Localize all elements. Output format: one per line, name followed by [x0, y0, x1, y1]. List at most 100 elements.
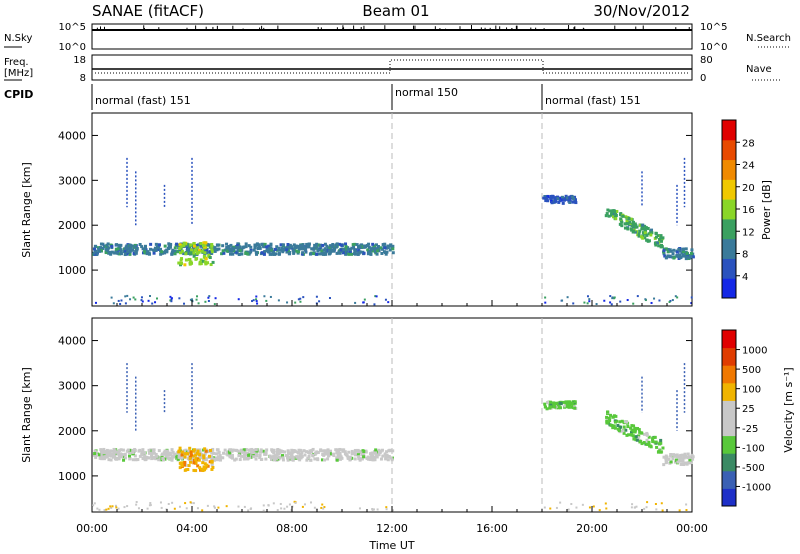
- power-ytick-label: 3000: [58, 174, 86, 187]
- power-near-range-echo: [588, 298, 591, 301]
- power-ytick-label: 1000: [58, 264, 86, 277]
- velocity-near-range-echo: [109, 505, 112, 508]
- power-echo-cell: [210, 244, 214, 248]
- velocity-echo-cell: [640, 442, 644, 446]
- power-echo-cell: [550, 201, 554, 205]
- power-echo-cell: [205, 247, 209, 251]
- velocity-near-range-echo: [645, 506, 648, 509]
- velocity-echo-cell: [277, 455, 281, 459]
- power-echo-cell: [244, 242, 248, 246]
- power-near-range-echo: [207, 296, 210, 299]
- velocity-echo-cell: [170, 454, 174, 458]
- velocity-near-range-echo: [276, 509, 279, 512]
- power-echo-cell: [93, 247, 97, 251]
- velocity-echo-cell: [188, 460, 192, 464]
- power-echo-cell: [271, 252, 275, 256]
- velocity-echo-cell: [178, 446, 182, 450]
- velocity-echo-cell: [184, 448, 188, 452]
- velocity-echo-cell: [264, 457, 268, 461]
- velocity-echo-cell: [619, 425, 623, 429]
- velocity-echo-cell: [93, 452, 97, 456]
- power-echo-cell: [208, 245, 212, 249]
- velocity-near-range-echo: [604, 502, 607, 505]
- power-near-range-echo: [544, 296, 547, 299]
- velocity-colorbar-cell: [722, 435, 736, 454]
- power-near-range-echo: [384, 298, 387, 301]
- power-near-range-echo: [636, 295, 639, 298]
- power-echo-cell: [178, 246, 182, 250]
- velocity-near-range-echo: [111, 505, 114, 508]
- velocity-echo-cell: [217, 458, 221, 462]
- velocity-echo-cell: [119, 452, 123, 456]
- velocity-echo-cell: [113, 454, 117, 458]
- velocity-echo-cell: [679, 453, 683, 457]
- power-echo-cell: [640, 227, 644, 231]
- velocity-echo-cell: [157, 449, 161, 453]
- power-echo-cell: [99, 249, 103, 253]
- velocity-echo-cell: [607, 416, 611, 420]
- power-near-range-echo: [588, 300, 591, 303]
- power-near-range-echo: [197, 302, 200, 305]
- velocity-echo-cell: [654, 440, 658, 444]
- velocity-echo-cell: [259, 457, 263, 461]
- power-echo-cell: [217, 247, 221, 251]
- power-near-range-echo: [195, 298, 198, 301]
- velocity-near-range-echo: [372, 508, 375, 511]
- power-near-range-echo: [632, 302, 635, 305]
- velocity-echo-cell: [219, 456, 223, 460]
- velocity-echo-cell: [687, 461, 691, 465]
- power-echo-cell: [141, 247, 145, 251]
- power-near-range-echo: [263, 295, 266, 298]
- velocity-echo-cell: [568, 400, 572, 404]
- power-echo-cell: [286, 249, 290, 253]
- power-echo-cell: [373, 246, 377, 250]
- power-near-range-echo: [169, 295, 172, 298]
- velocity-echo-cell: [235, 448, 239, 452]
- power-dividers: [391, 113, 543, 306]
- velocity-echo-cell: [150, 454, 154, 458]
- power-echo-cell: [236, 244, 240, 248]
- velocity-near-range-echo: [592, 505, 595, 508]
- velocity-near-range-echo: [92, 504, 95, 507]
- power-echo-cell: [350, 252, 354, 256]
- velocity-colorbar-cell: [722, 453, 736, 472]
- velocity-echo-cell: [335, 450, 339, 454]
- velocity-colorbar-cell: [722, 347, 736, 366]
- velocity-echo-cell: [154, 452, 158, 456]
- power-echo-cell: [315, 252, 319, 256]
- velocity-echo-cell: [676, 455, 680, 459]
- power-echo-cell: [373, 249, 377, 253]
- velocity-echo-cell: [320, 458, 324, 462]
- power-echo-cell: [331, 242, 335, 246]
- velocity-echo-cell: [115, 457, 119, 461]
- velocity-echo-cell: [222, 451, 226, 455]
- power-echo-cell: [215, 247, 219, 251]
- power-echo-cell: [106, 249, 110, 253]
- velocity-echo-cell: [245, 457, 249, 461]
- velocity-near-range-echo: [371, 507, 374, 510]
- power-near-range-echo: [690, 296, 693, 299]
- power-echo-cell: [274, 252, 278, 256]
- velocity-echo-cell: [687, 455, 691, 459]
- velocity-near-range-echo: [685, 503, 688, 506]
- power-echo-cell: [347, 252, 351, 256]
- power-echo-cell: [177, 245, 181, 249]
- velocity-echo-cell: [369, 456, 373, 460]
- velocity-echo-cell: [170, 448, 174, 452]
- power-echo-cell: [192, 241, 196, 245]
- velocity-echo-cell: [189, 453, 193, 457]
- power-echo-cell: [110, 244, 114, 248]
- power-echo-cell: [134, 249, 138, 253]
- velocity-echo-cell: [360, 453, 364, 457]
- power-echo-cell: [633, 225, 637, 229]
- nsky-frame: [91, 23, 693, 50]
- power-echo-cell: [97, 247, 101, 251]
- velocity-echo-cell: [385, 453, 389, 457]
- velocity-near-range-echo: [115, 506, 118, 509]
- power-echo-cell: [299, 243, 303, 247]
- velocity-echo-cell: [286, 458, 290, 462]
- velocity-echo-cell: [254, 448, 258, 452]
- velocity-echo-cell: [127, 454, 131, 458]
- velocity-echo-cell: [244, 451, 248, 455]
- power-echo-cell: [677, 256, 681, 260]
